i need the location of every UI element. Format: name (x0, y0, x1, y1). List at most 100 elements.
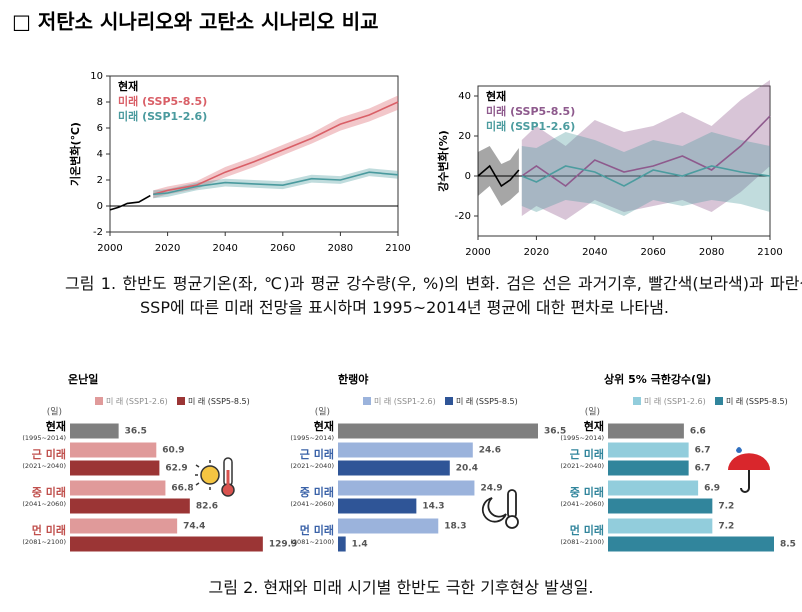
x-tick-label: 2080 (699, 247, 724, 258)
x-tick-label: 2000 (97, 243, 122, 254)
x-tick-label: 2040 (582, 247, 607, 258)
y-axis-label: 강수변화(%) (436, 130, 450, 192)
bar (608, 423, 684, 439)
bar (70, 423, 119, 439)
value-label: 36.5 (544, 427, 566, 437)
series-line (153, 171, 399, 196)
legend-entry: 미래 (SSP1-2.6) (486, 119, 575, 133)
category-period: (1995~2014) (560, 434, 604, 442)
legend-entry: 미래 (SSP5-8.5) (486, 104, 575, 118)
value-label: 60.9 (162, 446, 184, 456)
legend-entry: 미래 (SSP5-8.5) (118, 94, 207, 108)
bar (70, 460, 160, 476)
value-label: 129.9 (269, 540, 297, 550)
panel-title: 상위 5% 극한강수(일) (604, 372, 711, 386)
category-label: 중 미래 (32, 485, 66, 499)
category-period: (2041~2060) (22, 500, 66, 508)
value-label: 24.6 (479, 446, 501, 456)
y-tick-label: 10 (90, 71, 103, 82)
caption: 그림 1. 한반도 평균기온(좌, ℃)과 평균 강수량(우, %)의 변화. … (65, 274, 802, 317)
category-period: (2021~2040) (560, 462, 604, 470)
legend-swatch (177, 397, 185, 405)
category-period: (2081~2100) (560, 538, 604, 546)
legend-swatch (715, 397, 723, 405)
y-tick-label: 2 (97, 175, 103, 186)
umbrella-icon (728, 447, 770, 493)
value-label: 66.8 (171, 484, 193, 494)
category-label: 근 미래 (32, 447, 66, 461)
value-label: 8.5 (780, 540, 796, 550)
legend-entry: 미 래 (SSP1-2.6) (374, 397, 436, 406)
bar (70, 498, 190, 514)
category-label: 현재 (314, 419, 334, 433)
value-label: 82.6 (196, 502, 218, 512)
category-period: (2081~2100) (22, 538, 66, 546)
bar (608, 442, 689, 458)
x-tick-label: 2020 (155, 243, 180, 254)
y-tick-label: -20 (455, 211, 471, 222)
category-period: (1995~2014) (22, 434, 66, 442)
bar (338, 423, 538, 439)
value-label: 6.6 (690, 427, 706, 437)
legend-entry: 현재 (486, 89, 506, 103)
category-period: (2021~2040) (290, 462, 334, 470)
bar (608, 536, 774, 552)
legend-entry: 미 래 (SSP1-2.6) (644, 397, 706, 406)
uncertainty-band (153, 95, 398, 199)
unit-label: (일) (315, 407, 330, 418)
category-label: 중 미래 (300, 485, 334, 499)
panel-title: 한랭야 (338, 372, 368, 386)
unit-label: (일) (585, 407, 600, 418)
bar (338, 498, 417, 514)
x-tick-label: 2060 (270, 243, 295, 254)
legend-entry: 미 래 (SSP5-8.5) (456, 397, 518, 406)
bar (70, 518, 178, 534)
uncertainty-band (521, 80, 770, 220)
series-line (521, 115, 771, 188)
caption: 그림 2. 현재와 미래 시기별 한반도 극한 기후현상 발생일. (208, 578, 594, 597)
heading: □ 저탄소 시나리오와 고탄소 시나리오 비교 (12, 10, 379, 34)
y-tick-label: 40 (458, 91, 471, 102)
value-label: 74.4 (183, 522, 205, 532)
y-tick-label: 8 (97, 97, 103, 108)
x-tick-label: 2100 (385, 243, 410, 254)
legend-entry: 미래 (SSP1-2.6) (118, 109, 207, 123)
legend-swatch (95, 397, 103, 405)
category-period: (1995~2014) (290, 434, 334, 442)
legend-entry: 미 래 (SSP1-2.6) (106, 397, 168, 406)
value-label: 14.3 (422, 502, 444, 512)
value-label: 6.7 (695, 446, 711, 456)
y-tick-label: 6 (97, 123, 103, 134)
uncertainty-band (153, 168, 398, 199)
x-tick-label: 2060 (640, 247, 665, 258)
category-period: (2081~2100) (290, 538, 334, 546)
value-label: 1.4 (352, 540, 368, 550)
value-label: 6.9 (704, 484, 720, 494)
bar (338, 518, 439, 534)
value-label: 24.9 (480, 484, 502, 494)
bar (338, 480, 475, 496)
bar (70, 536, 263, 552)
unit-label: (일) (47, 407, 62, 418)
x-tick-label: 2040 (212, 243, 237, 254)
sun-thermometer-icon (195, 457, 235, 497)
series-line (109, 194, 151, 211)
uncertainty-band (478, 146, 519, 206)
y-tick-label: 0 (97, 201, 103, 212)
x-tick-label: 2000 (465, 247, 490, 258)
value-label: 7.2 (718, 522, 734, 532)
panel-title: 온난일 (68, 372, 98, 386)
category-period: (2021~2040) (22, 462, 66, 470)
category-label: 먼 미래 (570, 523, 604, 537)
bar (70, 480, 166, 496)
value-label: 7.2 (718, 502, 734, 512)
value-label: 20.4 (456, 464, 478, 474)
category-label: 근 미래 (300, 447, 334, 461)
category-label: 먼 미래 (32, 523, 66, 537)
moon-thermometer-icon (481, 489, 519, 529)
series-line (152, 101, 399, 196)
x-tick-label: 2100 (757, 247, 782, 258)
y-tick-label: 0 (465, 171, 471, 182)
legend-swatch (445, 397, 453, 405)
